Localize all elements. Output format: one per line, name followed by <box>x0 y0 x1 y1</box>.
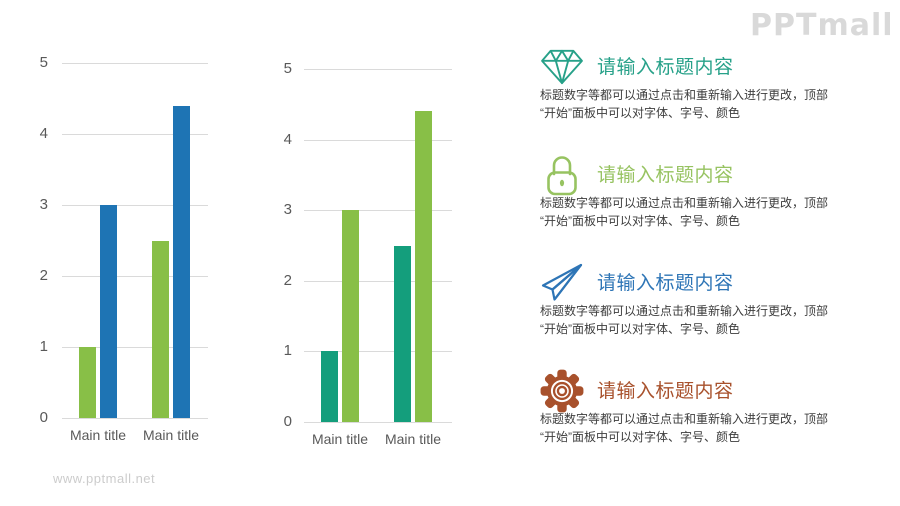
x-axis-category-label: Main title <box>142 427 200 443</box>
y-gridline <box>304 69 452 70</box>
item-title: 请输入标题内容 <box>597 273 734 294</box>
item-body-line: “开始”面板中可以对字体、字号、颜色 <box>540 429 740 444</box>
x-axis-category-label: Main title <box>384 431 442 447</box>
item-body-line: 标题数字等都可以通过点击和重新输入进行更改，顶部 <box>540 88 829 102</box>
x-axis-category-label: Main title <box>69 427 127 443</box>
y-axis-tick-label: 2 <box>39 267 48 284</box>
item-body-text: 标题数字等都可以通过点击和重新输入进行更改，顶部 “开始”面板中可以对字体、字号、… <box>540 411 828 446</box>
y-axis-tick-label: 4 <box>39 125 48 142</box>
gear-icon <box>538 368 586 414</box>
lock-icon <box>538 152 586 198</box>
y-axis-tick-label: 5 <box>39 54 48 71</box>
list-item: 请输入标题内容标题数字等都可以通过点击和重新输入进行更改，顶部 “开始”面板中可以… <box>538 152 878 252</box>
y-gridline <box>304 139 452 141</box>
y-gridline <box>304 210 452 212</box>
item-body-line: 标题数字等都可以通过点击和重新输入进行更改，顶部 <box>540 196 829 210</box>
y-gridline <box>62 63 208 64</box>
bar-series-blue <box>100 205 117 418</box>
list-item: 请输入标题内容标题数字等都可以通过点击和重新输入进行更改，顶部 “开始”面板中可以… <box>538 260 878 360</box>
y-gridline <box>62 347 208 348</box>
bar-series-light-green <box>415 111 432 422</box>
x-axis-category-label: Main title <box>311 431 369 447</box>
y-axis-tick-label: 3 <box>283 201 292 219</box>
item-body-line: 标题数字等都可以通过点击和重新输入进行更改，顶部 <box>540 304 829 318</box>
bar-series-light-green <box>342 210 359 422</box>
bar-series-green <box>79 347 96 418</box>
y-gridline <box>62 205 208 206</box>
bar-series-teal <box>394 245 411 422</box>
y-axis-tick-label: 2 <box>283 271 292 289</box>
y-gridline <box>304 351 452 353</box>
bar-series-green <box>152 240 169 418</box>
y-axis-tick-label: 0 <box>283 413 292 430</box>
watermark: www.pptmall.net <box>53 471 156 486</box>
item-body-line: “开始”面板中可以对字体、字号、颜色 <box>540 105 740 120</box>
y-axis-tick-label: 5 <box>283 60 292 77</box>
y-axis-tick-label: 1 <box>39 338 48 355</box>
y-gridline <box>62 276 208 277</box>
item-title: 请输入标题内容 <box>597 165 734 186</box>
item-body-text: 标题数字等都可以通过点击和重新输入进行更改，顶部 “开始”面板中可以对字体、字号、… <box>540 303 828 338</box>
y-gridline <box>62 134 208 135</box>
item-title: 请输入标题内容 <box>597 57 734 78</box>
item-body-line: 标题数字等都可以通过点击和重新输入进行更改，顶部 <box>540 412 829 426</box>
list-item: 请输入标题内容标题数字等都可以通过点击和重新输入进行更改，顶部 “开始”面板中可以… <box>538 368 878 468</box>
item-title: 请输入标题内容 <box>597 381 734 402</box>
y-axis-tick-label: 1 <box>283 342 292 360</box>
item-body-line: “开始”面板中可以对字体、字号、颜色 <box>540 321 740 336</box>
item-body-text: 标题数字等都可以通过点击和重新输入进行更改，顶部 “开始”面板中可以对字体、字号、… <box>540 195 828 230</box>
bar-series-teal <box>321 351 338 422</box>
item-body-text: 标题数字等都可以通过点击和重新输入进行更改，顶部 “开始”面板中可以对字体、字号、… <box>540 87 828 122</box>
diamond-icon <box>538 44 586 90</box>
y-axis-tick-label: 4 <box>283 130 292 148</box>
paper-plane-icon <box>538 260 586 306</box>
bar-series-blue <box>173 105 190 418</box>
list-item: 请输入标题内容标题数字等都可以通过点击和重新输入进行更改，顶部 “开始”面板中可以… <box>538 44 878 144</box>
y-gridline <box>304 422 452 423</box>
item-body-line: “开始”面板中可以对字体、字号、颜色 <box>540 213 740 228</box>
pptmall-logo: PPTmall <box>750 8 894 43</box>
y-axis-tick-label: 0 <box>39 409 48 426</box>
y-gridline <box>304 280 452 282</box>
y-axis-tick-label: 3 <box>39 196 48 213</box>
y-gridline <box>62 418 208 419</box>
